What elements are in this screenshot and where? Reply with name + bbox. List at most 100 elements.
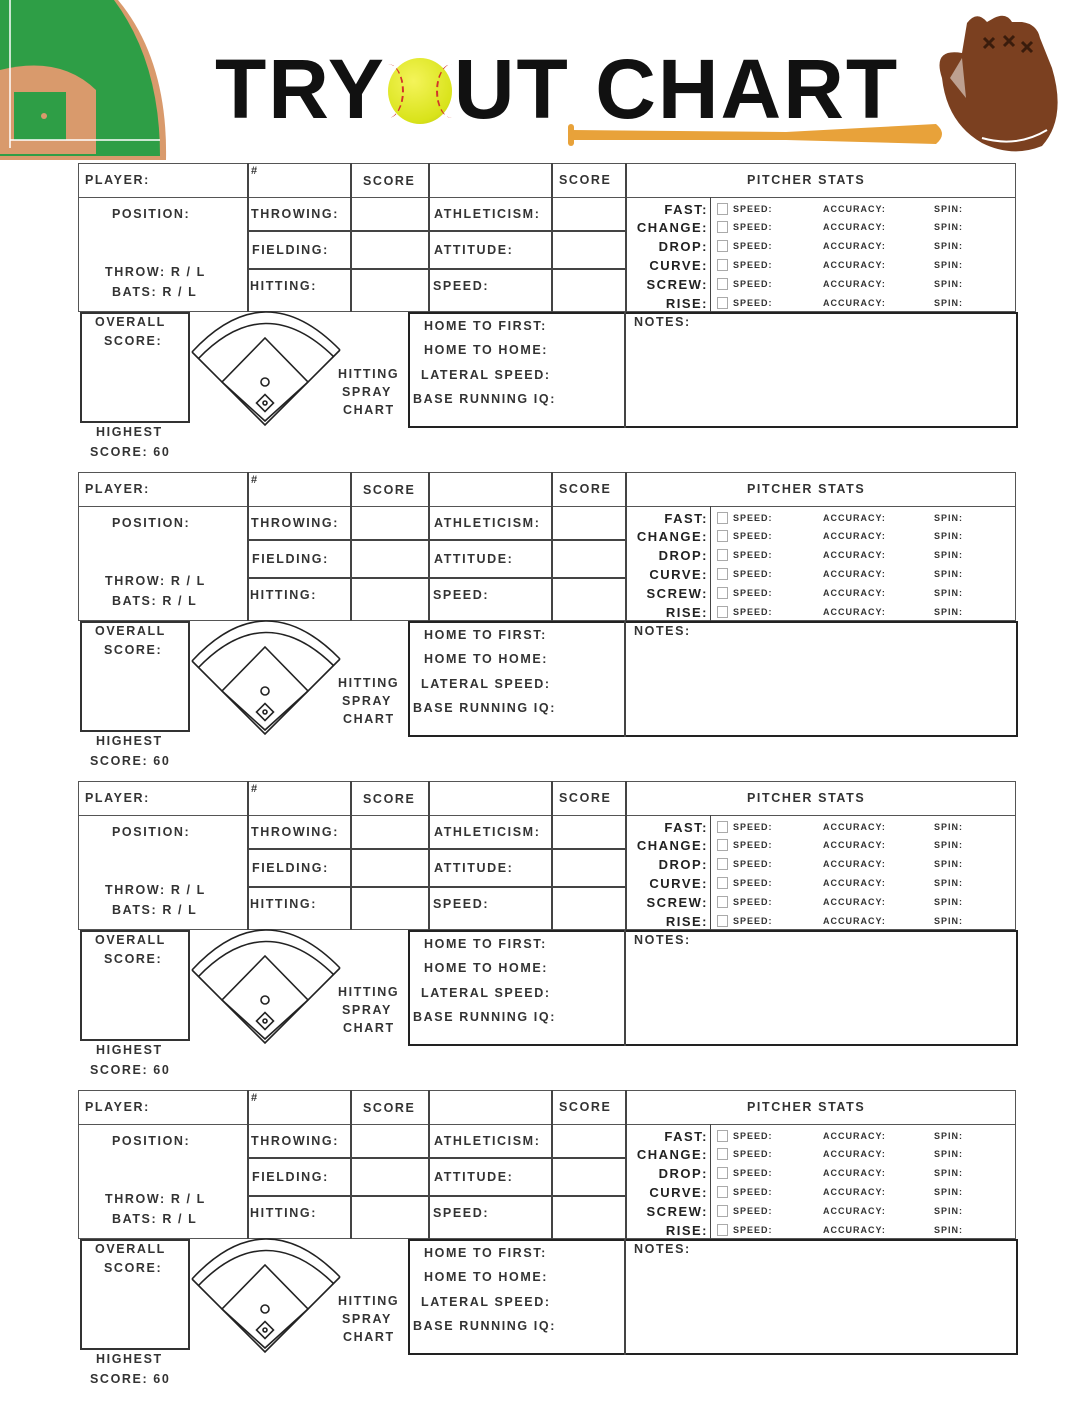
attitude-label: ATTITUDE: xyxy=(434,1170,514,1184)
pitcher-stats-header: PITCHER STATS xyxy=(747,791,866,805)
grid-divider xyxy=(247,472,249,621)
highest-label: HIGHEST xyxy=(96,425,163,439)
pitch-rise-checkbox[interactable] xyxy=(717,606,728,618)
home-to-first-label: HOME TO FIRST: xyxy=(424,628,547,642)
grid-divider xyxy=(710,197,711,312)
overall-score-box[interactable] xyxy=(80,312,190,423)
grid-divider xyxy=(350,781,352,930)
pitch-curve-checkbox[interactable] xyxy=(717,1186,728,1198)
notes-divider xyxy=(624,621,626,737)
attitude-label: ATTITUDE: xyxy=(434,552,514,566)
player-block-4: PLAYER: # SCORE SCORE PITCHER STATS POSITION:… xyxy=(78,1090,1018,1390)
pitch-speed-label: SPEED: xyxy=(733,878,773,888)
pitch-rise-checkbox[interactable] xyxy=(717,297,728,309)
pitch-fast-checkbox[interactable] xyxy=(717,512,728,524)
athleticism-label: ATHLETICISM: xyxy=(434,207,541,221)
pitch-fast-checkbox[interactable] xyxy=(717,821,728,833)
pitch-change-checkbox[interactable] xyxy=(717,221,728,233)
base-running-box xyxy=(408,621,1018,737)
overall-score-box[interactable] xyxy=(80,621,190,732)
pitch-screw-checkbox[interactable] xyxy=(717,1205,728,1217)
number-label: # xyxy=(251,783,259,795)
lateral-speed-label: LATERAL SPEED: xyxy=(421,368,551,382)
pitch-drop-checkbox[interactable] xyxy=(717,240,728,252)
pitch-spin-label: SPIN: xyxy=(934,1168,964,1178)
pitch-accuracy-label: ACCURACY: xyxy=(823,588,886,598)
pitch-drop-checkbox[interactable] xyxy=(717,1167,728,1179)
pitch-speed-label: SPEED: xyxy=(733,1187,773,1197)
pitch-screw-checkbox[interactable] xyxy=(717,896,728,908)
pitch-rise-label: RISE: xyxy=(665,1223,708,1238)
pitch-spin-label: SPIN: xyxy=(934,588,964,598)
score-header: SCORE xyxy=(363,1101,416,1115)
overall-score-box[interactable] xyxy=(80,1239,190,1350)
pitch-drop-checkbox[interactable] xyxy=(717,858,728,870)
spray-label: CHART xyxy=(343,403,395,417)
base-running-iq-label: BASE RUNNING IQ: xyxy=(413,1010,556,1024)
pitch-screw-checkbox[interactable] xyxy=(717,278,728,290)
pitch-fast-checkbox[interactable] xyxy=(717,1130,728,1142)
spray-chart-diagram[interactable] xyxy=(78,472,418,772)
grid-divider xyxy=(428,1090,430,1239)
pitch-accuracy-label: ACCURACY: xyxy=(823,222,886,232)
notes-divider xyxy=(624,930,626,1046)
notes-label: NOTES: xyxy=(634,1242,691,1256)
hitting-label: HITTING: xyxy=(250,588,317,602)
pitch-screw-checkbox[interactable] xyxy=(717,587,728,599)
pitch-speed-label: SPEED: xyxy=(733,897,773,907)
pitch-spin-label: SPIN: xyxy=(934,550,964,560)
pitch-fast-label: FAST: xyxy=(664,1129,708,1144)
pitch-spin-label: SPIN: xyxy=(934,878,964,888)
grid-divider xyxy=(551,781,553,930)
pitch-rise-checkbox[interactable] xyxy=(717,1224,728,1236)
grid-divider xyxy=(247,163,249,312)
position-label: POSITION: xyxy=(112,825,191,839)
overall-label: OVERALL xyxy=(95,933,166,947)
pitch-curve-checkbox[interactable] xyxy=(717,259,728,271)
pitch-accuracy-label: ACCURACY: xyxy=(823,1149,886,1159)
pitch-curve-checkbox[interactable] xyxy=(717,877,728,889)
grid-divider xyxy=(247,230,625,232)
pitch-fast-checkbox[interactable] xyxy=(717,203,728,215)
bats-label: BATS: R / L xyxy=(112,594,198,608)
pitch-change-checkbox[interactable] xyxy=(717,839,728,851)
overall-score-box[interactable] xyxy=(80,930,190,1041)
overall-label: OVERALL xyxy=(95,624,166,638)
title-text: UT CHART xyxy=(453,42,900,136)
grid-divider xyxy=(247,268,625,270)
pitch-speed-label: SPEED: xyxy=(733,550,773,560)
pitch-change-checkbox[interactable] xyxy=(717,1148,728,1160)
number-label: # xyxy=(251,165,259,177)
pitch-speed-label: SPEED: xyxy=(733,1131,773,1141)
pitch-curve-checkbox[interactable] xyxy=(717,568,728,580)
notes-field[interactable] xyxy=(628,951,1013,1043)
notes-field[interactable] xyxy=(628,642,1013,734)
overall-label: OVERALL xyxy=(95,315,166,329)
pitch-speed-label: SPEED: xyxy=(733,531,773,541)
grid-divider xyxy=(710,506,711,621)
player-label: PLAYER: xyxy=(85,1100,150,1114)
pitch-rise-checkbox[interactable] xyxy=(717,915,728,927)
pitch-rise-label: RISE: xyxy=(665,914,708,929)
player-block-2: PLAYER: # SCORE SCORE PITCHER STATS POSITION:… xyxy=(78,472,1018,772)
notes-field[interactable] xyxy=(628,1260,1013,1352)
pitch-drop-checkbox[interactable] xyxy=(717,549,728,561)
pitch-speed-label: SPEED: xyxy=(733,916,773,926)
pitch-screw-label: SCREW: xyxy=(646,1204,708,1219)
notes-field[interactable] xyxy=(628,333,1013,425)
spray-chart-diagram[interactable] xyxy=(78,1090,418,1390)
bats-label: BATS: R / L xyxy=(112,903,198,917)
throw-label: THROW: R / L xyxy=(105,265,206,279)
pitch-speed-label: SPEED: xyxy=(733,1225,773,1235)
home-to-home-label: HOME TO HOME: xyxy=(424,343,549,357)
pitch-screw-label: SCREW: xyxy=(646,277,708,292)
spray-chart-diagram[interactable] xyxy=(78,781,418,1081)
base-running-iq-label: BASE RUNNING IQ: xyxy=(413,392,556,406)
pitch-accuracy-label: ACCURACY: xyxy=(823,513,886,523)
pitch-accuracy-label: ACCURACY: xyxy=(823,822,886,832)
spray-chart-diagram[interactable] xyxy=(78,163,418,463)
score-header: SCORE xyxy=(559,173,612,187)
pitch-spin-label: SPIN: xyxy=(934,241,964,251)
pitch-change-checkbox[interactable] xyxy=(717,530,728,542)
pitch-change-label: CHANGE: xyxy=(636,838,708,853)
